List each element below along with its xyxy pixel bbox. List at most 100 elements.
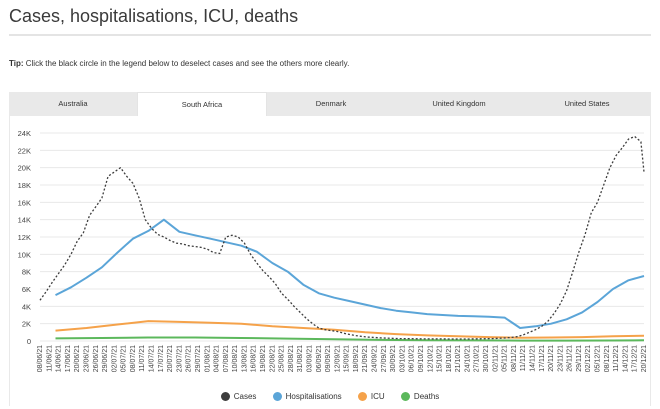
x-tick-label: 11/11/21 [520,345,527,371]
x-tick-label: 02/12/21 [585,345,592,372]
x-tick-label: 05/11/21 [502,345,509,372]
x-tick-label: 20/11/21 [548,345,555,372]
tip-text: Tip: Click the black circle in the legen… [9,59,349,68]
x-tick-label: 11/12/21 [613,345,620,372]
x-tick-label: 08/07/21 [130,345,137,372]
x-tick-label: 11/07/21 [139,345,146,372]
x-tick-label: 27/10/21 [474,345,481,372]
x-tick-label: 17/06/21 [65,345,72,372]
legend-label-icu: ICU [370,392,385,401]
x-tick-label: 02/11/21 [492,345,499,372]
x-tick-label: 09/09/21 [325,345,332,372]
x-tick-label: 26/06/21 [93,345,100,372]
country-tabs: Australia South Africa Denmark United Ki… [9,92,651,116]
x-tick-label: 09/10/21 [418,345,425,372]
x-tick-label: 15/10/21 [437,345,444,372]
x-tick-label: 22/08/21 [269,345,276,372]
legend-marker-cases [220,392,230,401]
x-tick-label: 20/07/21 [167,345,174,372]
x-tick-label: 06/10/21 [409,345,416,372]
x-tick-label: 06/09/21 [316,345,323,372]
x-tick-label: 31/08/21 [297,345,304,372]
x-tick-label: 13/08/21 [241,345,248,372]
legend-item-icu[interactable]: ICU [357,392,385,401]
x-tick-label: 05/12/21 [595,345,602,372]
x-tick-label: 08/11/21 [511,345,518,372]
legend-marker-hospitalisations [272,392,282,401]
x-tick-label: 26/07/21 [186,345,193,372]
x-tick-label: 01/08/21 [204,345,211,372]
x-tick-label: 02/07/21 [111,345,118,372]
series-line-hospitalisations [55,218,645,329]
tab-united-states[interactable]: United States [564,99,610,108]
page-title: Cases, hospitalisations, ICU, deaths [9,6,299,26]
x-tick-label: 11/06/21 [46,345,53,372]
x-tick-label: 17/07/21 [158,345,165,372]
x-tick-label: 14/07/21 [149,345,156,372]
x-tick-label: 28/08/21 [288,345,295,372]
legend-item-cases[interactable]: Cases [220,392,257,401]
x-tick-label: 20/06/21 [74,345,81,372]
y-tick-label: 18K [18,181,31,190]
x-tick-label: 08/12/21 [604,345,611,372]
legend-label-cases: Cases [233,392,257,401]
y-tick-label: 2K [22,320,31,329]
tab-south-africa[interactable]: South Africa [137,92,267,116]
x-tick-label: 23/11/21 [557,345,564,372]
y-tick-label: 0 [27,337,31,346]
x-tick-label: 18/09/21 [353,345,360,372]
tab-united-kingdom[interactable]: United Kingdom [432,99,486,108]
x-tick-label: 04/08/21 [214,345,221,372]
x-tick-label: 14/11/21 [529,345,536,372]
y-tick-label: 22K [18,146,31,155]
x-tick-label: 14/06/21 [56,345,63,372]
x-tick-label: 21/09/21 [362,345,369,372]
x-tick-label: 19/08/21 [260,345,267,372]
x-tick-label: 17/11/21 [539,345,546,372]
tip-body: Click the black circle in the legend bel… [23,59,350,68]
y-tick-label: 6K [22,285,31,294]
tip-label: Tip: [9,59,24,68]
x-tick-label: 12/10/21 [427,345,434,372]
legend-marker-icu [357,392,367,401]
legend-label-hospitalisations: Hospitalisations [285,392,342,401]
x-tick-label: 12/09/21 [334,345,341,372]
series-line-icu [55,320,645,339]
chart-panel [9,116,651,406]
title-divider [9,34,651,36]
x-tick-label: 24/10/21 [464,345,471,372]
x-tick-label: 27/09/21 [381,345,388,372]
y-tick-label: 12K [18,233,31,242]
y-tick-label: 20K [18,164,31,173]
x-tick-label: 20/12/21 [641,345,648,372]
x-tick-label: 03/09/21 [306,345,313,372]
x-tick-label: 26/11/21 [567,345,574,372]
y-tick-label: 8K [22,268,31,277]
x-tick-label: 16/08/21 [251,345,258,372]
x-tick-label: 30/09/21 [390,345,397,372]
y-tick-label: 24K [18,129,31,138]
x-tick-label: 10/08/21 [232,345,239,372]
x-tick-label: 18/10/21 [446,345,453,372]
x-tick-label: 24/09/21 [372,345,379,372]
legend-item-hospitalisations[interactable]: Hospitalisations [272,392,342,401]
x-tick-label: 23/06/21 [83,345,90,372]
x-tick-label: 03/10/21 [399,345,406,372]
x-tick-label: 15/09/21 [344,345,351,372]
x-tick-label: 25/08/21 [279,345,286,372]
y-tick-label: 4K [22,302,31,311]
x-tick-label: 07/08/21 [223,345,230,372]
x-tick-label: 23/07/21 [176,345,183,372]
x-tick-label: 29/11/21 [576,345,583,372]
y-tick-label: 16K [18,198,31,207]
x-tick-label: 29/06/21 [102,345,109,372]
tab-denmark[interactable]: Denmark [315,99,347,108]
y-tick-label: 14K [18,216,31,225]
tab-australia[interactable]: Australia [58,99,88,108]
legend-item-deaths[interactable]: Deaths [400,392,439,401]
x-tick-label: 17/12/21 [632,345,639,372]
x-tick-label: 30/10/21 [483,345,490,372]
x-tick-label: 29/07/21 [195,345,202,372]
chart-legend: Cases Hospitalisations ICU Deaths [0,392,660,401]
